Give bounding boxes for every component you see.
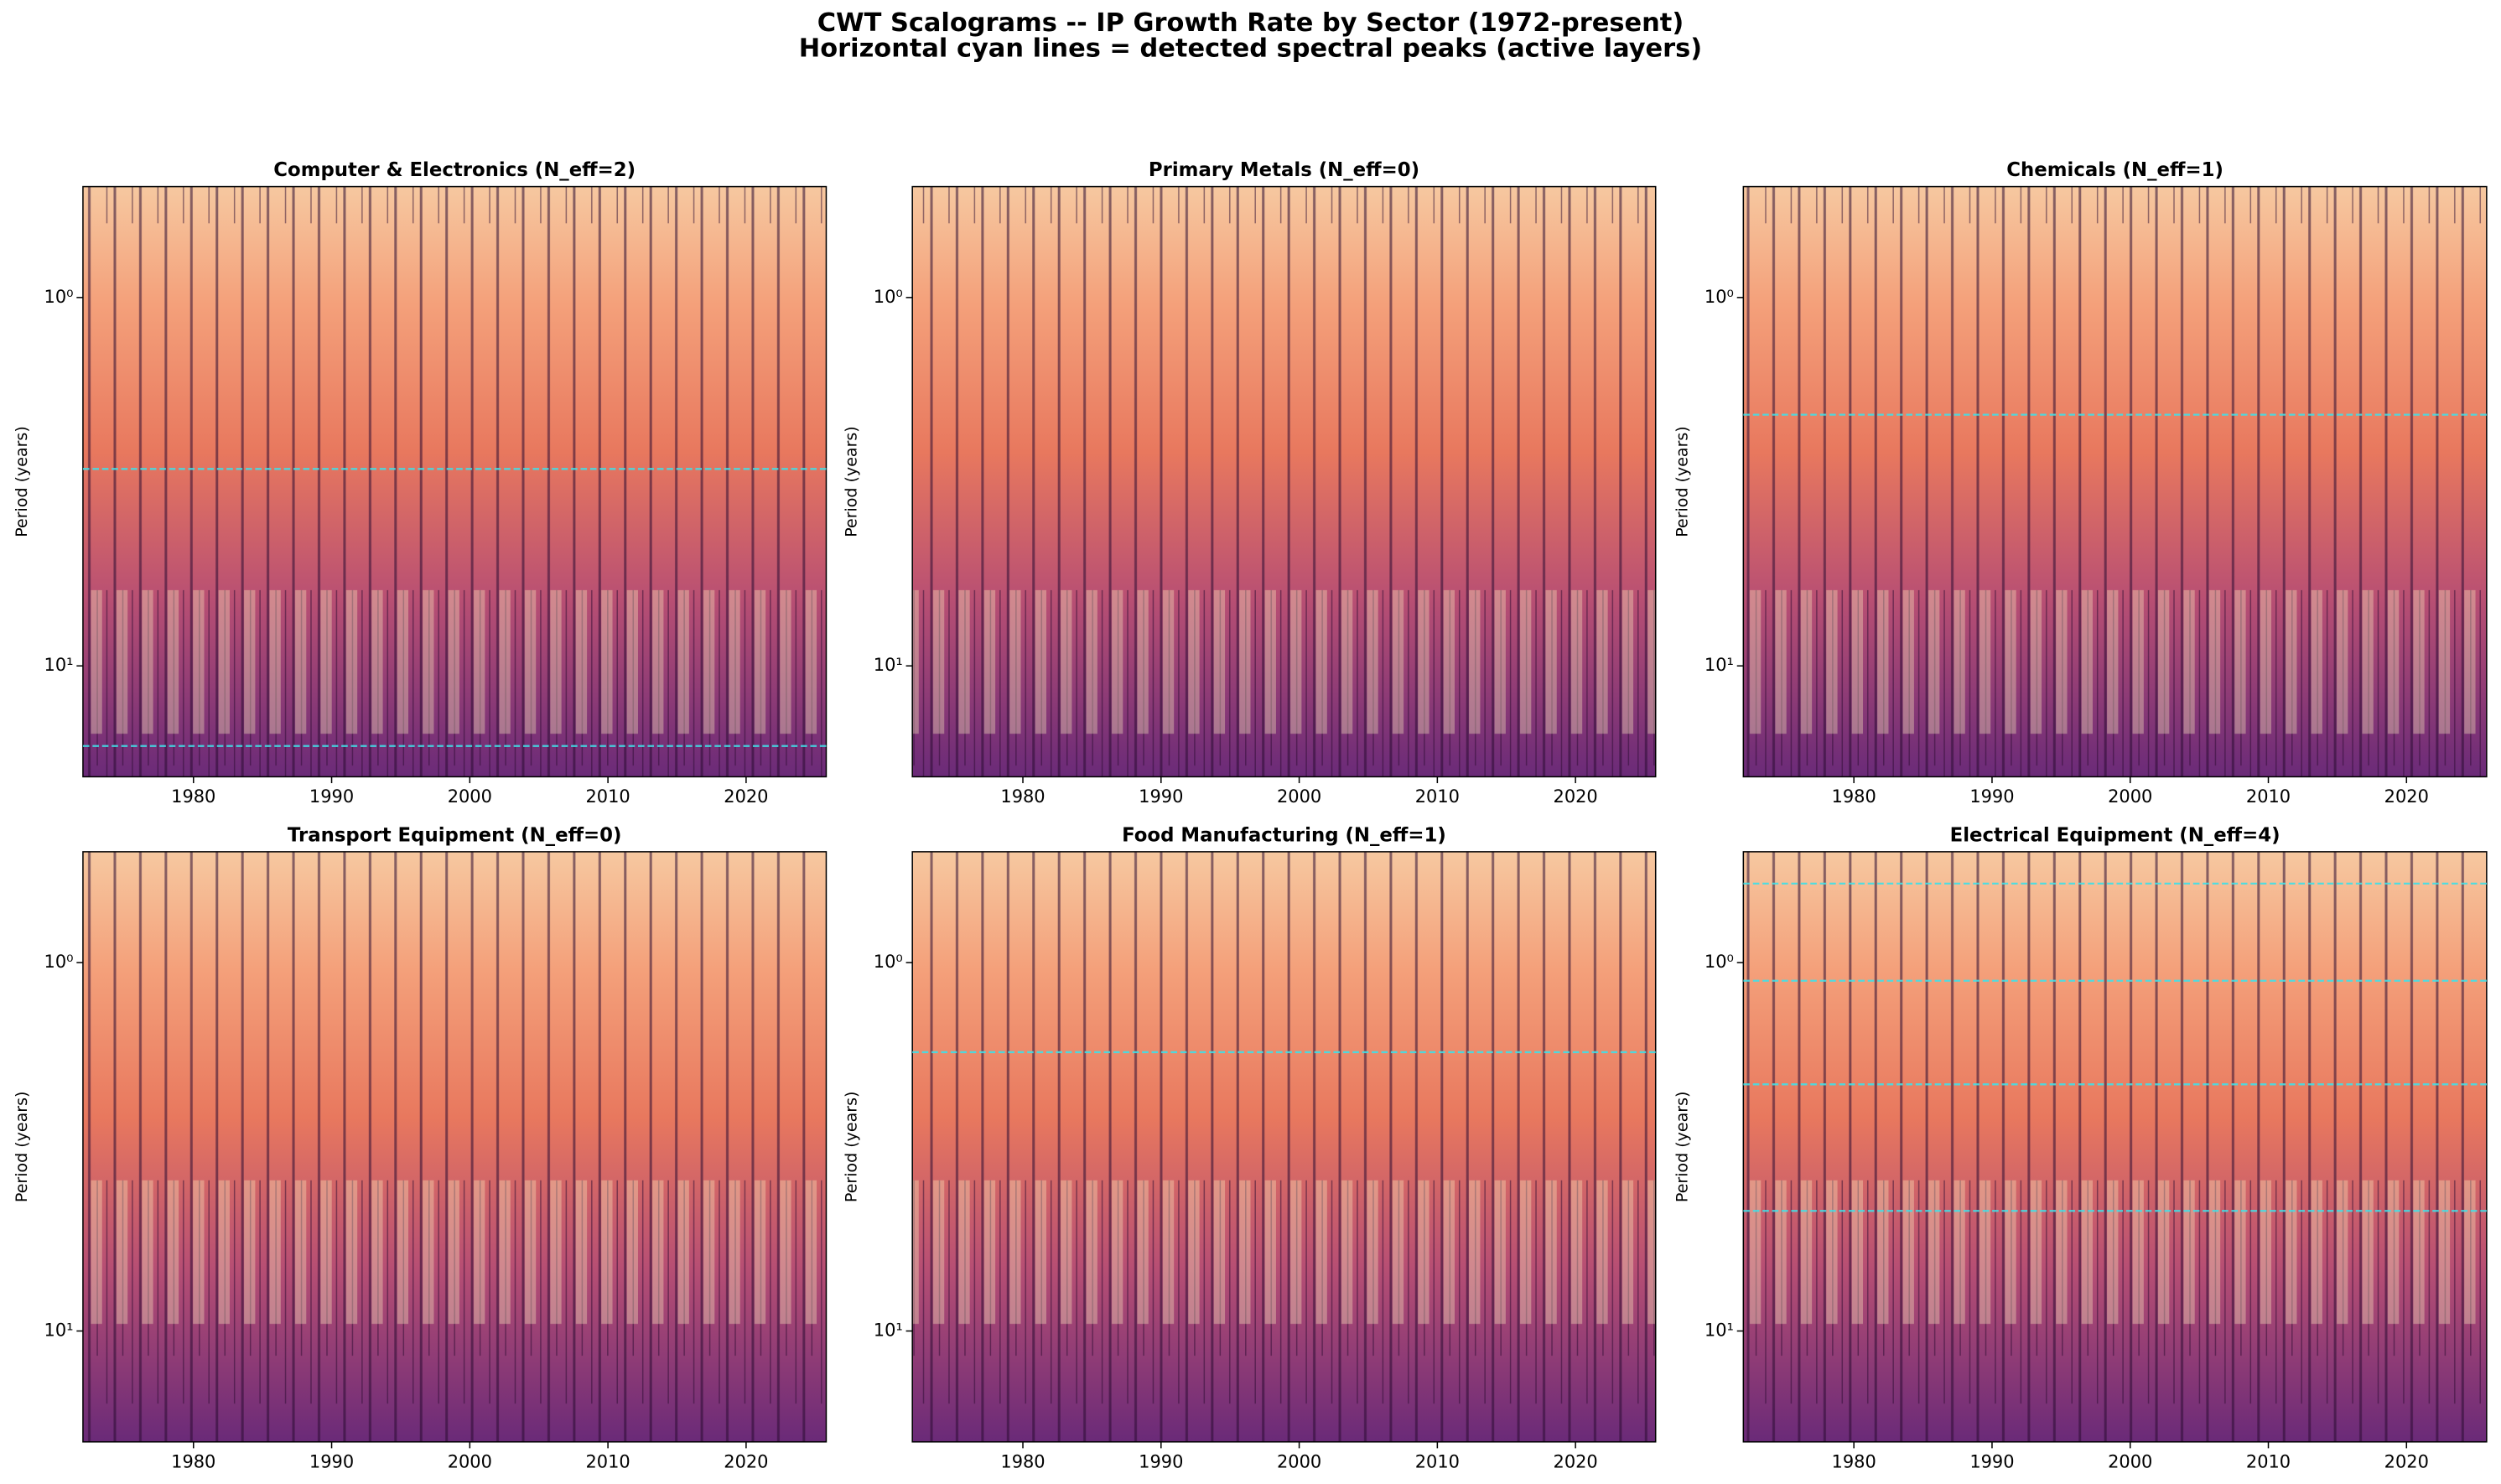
x-tick-label: 1980 — [1000, 1452, 1045, 1472]
x-tick-label: 2020 — [2384, 1452, 2429, 1472]
y-axis-label: Period (years) — [1673, 426, 1692, 537]
scalogram-texture — [912, 851, 1656, 1442]
panel-title: Food Manufacturing (N_eff=1) — [1122, 824, 1446, 846]
scalogram-texture — [1743, 851, 2487, 1442]
y-tick-label: 10⁰ — [1705, 952, 1734, 972]
x-tick-label: 2000 — [2108, 786, 2152, 807]
panel-title: Primary Metals (N_eff=0) — [1149, 159, 1419, 181]
y-axis-label: Period (years) — [13, 1092, 31, 1203]
panel-title: Chemicals (N_eff=1) — [2006, 159, 2223, 181]
y-tick-label: 10⁰ — [874, 952, 903, 972]
x-tick-label: 2010 — [1415, 1452, 1460, 1472]
x-tick-label: 1980 — [1832, 1452, 1876, 1472]
x-tick-label: 1990 — [309, 786, 354, 807]
y-tick-label: 10⁰ — [44, 952, 74, 972]
panel-title: Transport Equipment (N_eff=0) — [288, 824, 622, 846]
x-tick-label: 2020 — [1554, 786, 1598, 807]
scalogram-texture — [912, 186, 1656, 777]
x-tick-label: 1980 — [171, 1452, 215, 1472]
scalogram-texture — [82, 851, 827, 1442]
x-tick-label: 2020 — [724, 1452, 768, 1472]
y-axis-label: Period (years) — [1673, 1092, 1692, 1203]
y-axis-label: Period (years) — [842, 426, 860, 537]
y-axis-label: Period (years) — [842, 1092, 860, 1203]
panel-title: Computer & Electronics (N_eff=2) — [273, 159, 636, 181]
x-tick-label: 2010 — [1415, 786, 1460, 807]
x-tick-label: 2020 — [724, 786, 768, 807]
figure-subtitle: Horizontal cyan lines = detected spectra… — [799, 34, 1702, 63]
plot-frame — [1742, 851, 2488, 1443]
y-tick-label: 10¹ — [44, 655, 74, 675]
x-tick-label: 2020 — [2384, 786, 2429, 807]
x-tick-label: 2010 — [585, 786, 630, 807]
x-tick-label: 1980 — [1000, 786, 1045, 807]
y-tick-label: 10¹ — [874, 655, 903, 675]
y-tick-label: 10⁰ — [874, 287, 903, 307]
scalogram-texture — [82, 186, 827, 777]
plot-frame — [82, 185, 828, 778]
plot-frame — [911, 185, 1657, 778]
y-tick-label: 10¹ — [44, 1321, 74, 1341]
y-tick-label: 10¹ — [874, 1321, 903, 1341]
panel-title: Electrical Equipment (N_eff=4) — [1950, 824, 2280, 846]
plot-frame — [82, 851, 828, 1443]
x-tick-label: 2010 — [2246, 1452, 2291, 1472]
y-tick-label: 10⁰ — [1705, 287, 1734, 307]
plot-frame — [1742, 185, 2488, 778]
x-tick-label: 2010 — [2246, 786, 2291, 807]
x-tick-label: 2000 — [448, 786, 492, 807]
x-tick-label: 1990 — [1139, 1452, 1183, 1472]
x-tick-label: 1990 — [1969, 1452, 2014, 1472]
x-tick-label: 1990 — [1139, 786, 1183, 807]
x-tick-label: 2000 — [448, 1452, 492, 1472]
figure-title: CWT Scalograms -- IP Growth Rate by Sect… — [817, 8, 1684, 38]
y-tick-label: 10⁰ — [44, 287, 74, 307]
x-tick-label: 1980 — [1832, 786, 1876, 807]
x-tick-label: 2000 — [1277, 786, 1321, 807]
x-tick-label: 2010 — [585, 1452, 630, 1472]
x-tick-label: 1990 — [1969, 786, 2014, 807]
plot-frame — [911, 851, 1657, 1443]
x-tick-label: 1990 — [309, 1452, 354, 1472]
x-tick-label: 1980 — [171, 786, 215, 807]
y-tick-label: 10¹ — [1705, 655, 1734, 675]
x-tick-label: 2000 — [2108, 1452, 2152, 1472]
x-tick-label: 2020 — [1554, 1452, 1598, 1472]
y-axis-label: Period (years) — [13, 426, 31, 537]
x-tick-label: 2000 — [1277, 1452, 1321, 1472]
scalogram-texture — [1743, 186, 2487, 777]
y-tick-label: 10¹ — [1705, 1321, 1734, 1341]
